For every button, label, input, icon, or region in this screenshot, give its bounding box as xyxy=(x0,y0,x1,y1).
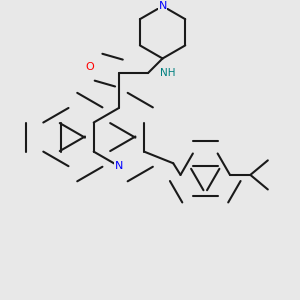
Text: NH: NH xyxy=(160,68,175,78)
Text: O: O xyxy=(85,62,94,72)
Text: N: N xyxy=(115,161,123,171)
Text: N: N xyxy=(158,1,167,11)
